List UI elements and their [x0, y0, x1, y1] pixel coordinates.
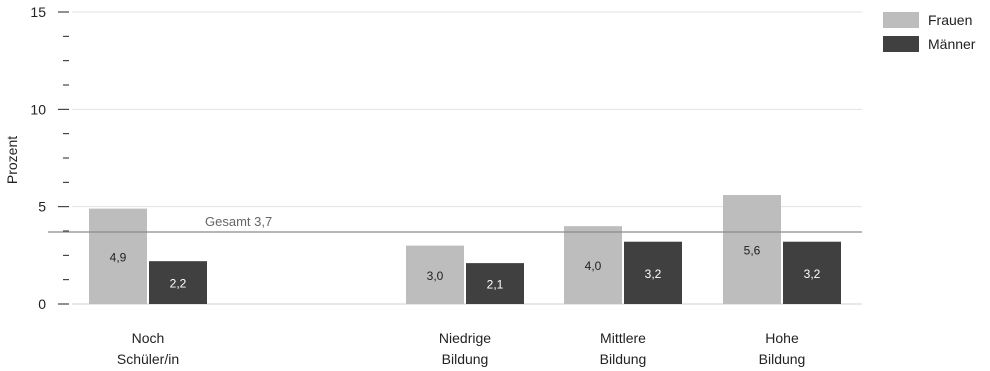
bars-group: 4,9 2,2 3,0 2,1 4,0 3,2 5,6 3,2 [89, 194, 841, 304]
bar-value-label: 2,2 [170, 277, 187, 291]
y-tick-label: 15 [30, 4, 46, 20]
y-axis-label: Prozent [4, 136, 20, 184]
bar-value-label: 4,0 [585, 259, 602, 273]
bar-mnner-2 [466, 263, 524, 304]
category-label: Bildung [600, 351, 647, 367]
category-label: Bildung [759, 351, 806, 367]
legend-swatch-0 [883, 12, 919, 28]
category-label: Noch [132, 330, 165, 346]
legend: Frauen Männer [883, 12, 976, 52]
legend-label: Männer [928, 36, 976, 52]
bar-frauen-0 [89, 208, 147, 304]
reference-line-label: Gesamt 3,7 [205, 214, 272, 229]
y-tick-label: 5 [38, 199, 46, 215]
bar-frauen-4 [723, 194, 781, 304]
x-axis-labels: Noch Schüler/in Niedrige Bildung Mittlere Bil… [117, 330, 805, 367]
legend-label: Frauen [928, 12, 972, 28]
bar-value-label: 4,9 [110, 250, 127, 264]
bar-value-label: 3,2 [645, 267, 662, 281]
bar-value-label: 3,2 [804, 267, 821, 281]
reference-line-group: Gesamt 3,7 [48, 214, 862, 233]
category-label: Bildung [442, 351, 489, 367]
category-label: Mittlere [600, 330, 646, 346]
y-tick-label: 10 [30, 101, 46, 117]
category-label: Niedrige [439, 330, 491, 346]
bar-value-label: 5,6 [744, 243, 761, 257]
bar-mnner-3 [624, 241, 682, 304]
bar-mnner-0 [149, 261, 207, 304]
bar-mnner-4 [783, 241, 841, 304]
bar-frauen-3 [564, 226, 622, 304]
bar-value-label: 2,1 [487, 278, 504, 292]
y-tick-label: 0 [38, 296, 46, 312]
y-axis: 0 5 10 15 [30, 4, 69, 312]
legend-swatch-1 [883, 36, 919, 52]
bar-frauen-2 [406, 245, 464, 304]
bar-value-label: 3,0 [427, 269, 444, 283]
category-label: Hohe [765, 330, 799, 346]
category-label: Schüler/in [117, 351, 179, 367]
